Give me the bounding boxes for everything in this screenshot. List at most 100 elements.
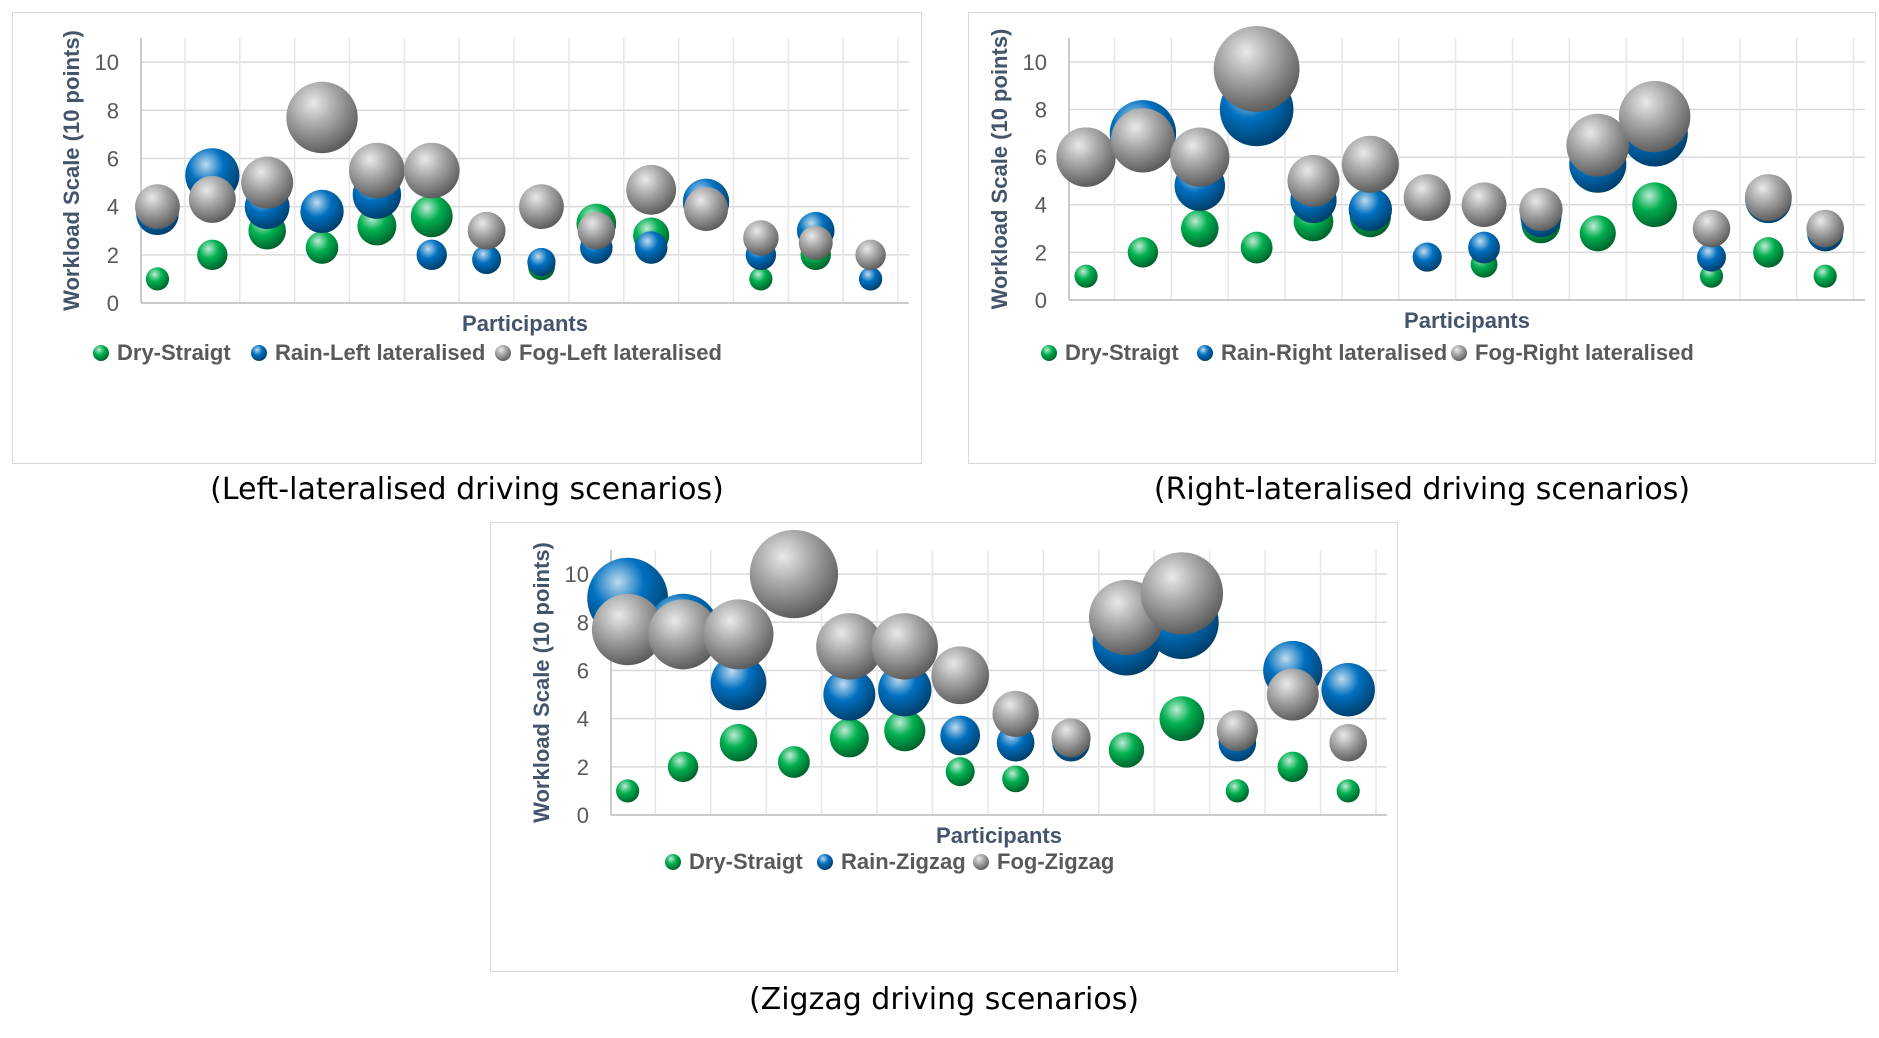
legend-label-dry-straigt: Dry-Straigt [117,340,231,365]
bubble-fog-zigzag [931,646,990,705]
y-tick-label: 10 [1023,50,1047,75]
legend-label-rain-right-lateralised: Rain-Right lateralised [1221,340,1447,365]
y-tick-label: 0 [577,803,589,828]
bubble-rain-left-lateralised [527,247,556,277]
bubble-rain-zigzag [940,715,981,756]
bubble-rain-zigzag [710,654,767,711]
bubble-fog-zigzag [591,593,664,666]
legend-label-dry-straigt: Dry-Straigt [689,849,803,874]
bubble-fog-right-lateralised [1618,80,1691,153]
y-tick-label: 8 [577,610,589,635]
y-tick-label: 6 [577,658,589,683]
legend-marker-rain-right-lateralised [1197,345,1213,361]
bubble-fog-zigzag [871,613,938,680]
chart-caption-left-lateralised: (Left-lateralised driving scenarios) [210,472,724,507]
legend-label-fog-right-lateralised: Fog-Right lateralised [1475,340,1694,365]
legend-label-fog-zigzag: Fog-Zigzag [997,849,1114,874]
bubble-fog-zigzag [1051,718,1091,758]
bubble-dry-straigt [1753,237,1784,268]
bubble-fog-zigzag [1329,723,1367,762]
series-fog-right-lateralised [1056,26,1844,248]
bubble-fog-left-lateralised [241,156,294,209]
bubble-rain-left-lateralised [416,239,447,271]
bubble-fog-right-lateralised [1056,127,1116,187]
bubble-rain-zigzag [823,668,876,721]
bubble-dry-straigt [1180,209,1219,248]
y-axis-title: Workload Scale (10 points) [529,542,554,823]
y-tick-label: 2 [107,243,119,268]
bubble-dry-straigt [1336,779,1360,803]
legend-marker-fog-left-lateralised [495,345,511,361]
legend: Dry-Straigt Rain-Right lateralised Fog-Rig… [1041,340,1694,365]
bubble-fog-zigzag [648,599,719,670]
bubble-fog-left-lateralised [577,211,616,250]
bubble-fog-right-lateralised [1566,113,1630,177]
chart-panel-zigzag: 0 2 4 6 8 10 Workload Scale (10 points) Partici… [490,522,1398,972]
legend-label-dry-straigt: Dry-Straigt [1065,340,1179,365]
bubble-chart-right-lateralised: 0 2 4 6 8 10 Workload Scale (10 points) Partici… [987,26,1865,365]
y-tick-label: 6 [107,146,119,171]
bubble-rain-left-lateralised [300,189,344,234]
bubble-fog-right-lateralised [1213,26,1300,112]
bubble-rain-left-lateralised [634,231,668,264]
bubble-dry-straigt [829,718,869,758]
bubble-dry-straigt [1074,264,1098,288]
x-axis-title: Participants [1404,308,1530,333]
legend-marker-fog-zigzag [973,854,989,870]
bubble-fog-right-lateralised [1519,187,1563,232]
bubble-fog-zigzag [1266,668,1319,721]
y-tick-label: 2 [1035,240,1047,265]
y-tick-label: 6 [1035,145,1047,170]
y-tick-label: 0 [1035,288,1047,313]
legend-label-rain-left-lateralised: Rain-Left lateralised [275,340,485,365]
bubble-dry-straigt [616,779,640,803]
bubble-dry-straigt [667,751,699,783]
bubble-chart-left-lateralised: 0 2 4 6 8 10 Workload Scale (10 points) Partici… [59,30,909,365]
bubble-dry-straigt [1813,264,1837,288]
legend-marker-rain-zigzag [817,854,833,870]
bubble-dry-straigt [1127,237,1159,268]
bubble-fog-right-lateralised [1287,154,1340,207]
x-axis-title: Participants [936,823,1062,848]
bubble-fog-left-lateralised [683,187,729,232]
y-tick-label: 4 [1035,193,1047,218]
y-axis-title: Workload Scale (10 points) [987,29,1012,310]
bubble-dry-straigt [1108,732,1145,768]
legend-marker-dry-straigt [1041,345,1057,361]
y-tick-label: 0 [107,291,119,316]
series-dry-straigt [616,696,1360,803]
bubble-dry-straigt [1225,779,1249,803]
bubble-fog-zigzag [1216,710,1258,752]
bubble-fog-left-lateralised [743,220,779,256]
legend-marker-rain-left-lateralised [251,345,267,361]
legend: Dry-Straigt Rain-Left lateralised Fog-Left… [93,340,722,365]
y-tick-label: 2 [577,755,589,780]
bubble-dry-straigt [145,267,170,291]
series-fog-left-lateralised [135,81,886,271]
bubble-dry-straigt [1277,751,1308,783]
bubble-dry-straigt [1002,765,1030,793]
y-tick-label: 10 [565,562,589,587]
legend-marker-dry-straigt [665,854,681,870]
chart-panel-right-lateralised: 0 2 4 6 8 10 Workload Scale (10 points) Partici… [968,12,1876,464]
bubble-rain-right-lateralised [1697,242,1726,272]
bubble-dry-straigt [197,239,228,271]
bubble-dry-straigt [749,267,773,291]
bubble-fog-left-lateralised [855,239,886,271]
bubble-fog-right-lateralised [1692,209,1731,248]
bubble-fog-right-lateralised [1403,174,1451,222]
legend-marker-dry-straigt [93,345,109,361]
bubble-fog-left-lateralised [798,225,833,260]
legend-label-rain-zigzag: Rain-Zigzag [841,849,966,874]
bubble-fog-right-lateralised [1341,135,1399,193]
series-fog-zigzag [591,530,1367,762]
y-axis-title: Workload Scale (10 points) [59,30,84,311]
bubble-fog-zigzag [816,613,883,680]
bubble-dry-straigt [1632,182,1678,228]
bubble-fog-right-lateralised [1110,108,1176,173]
chart-panel-left-lateralised: 0 2 4 6 8 10 Workload Scale (10 points) Partici… [12,12,922,464]
bubble-fog-zigzag [749,530,838,619]
bubble-rain-right-lateralised [1468,231,1500,264]
bubble-dry-straigt [945,757,975,787]
y-tick-label: 8 [1035,97,1047,122]
